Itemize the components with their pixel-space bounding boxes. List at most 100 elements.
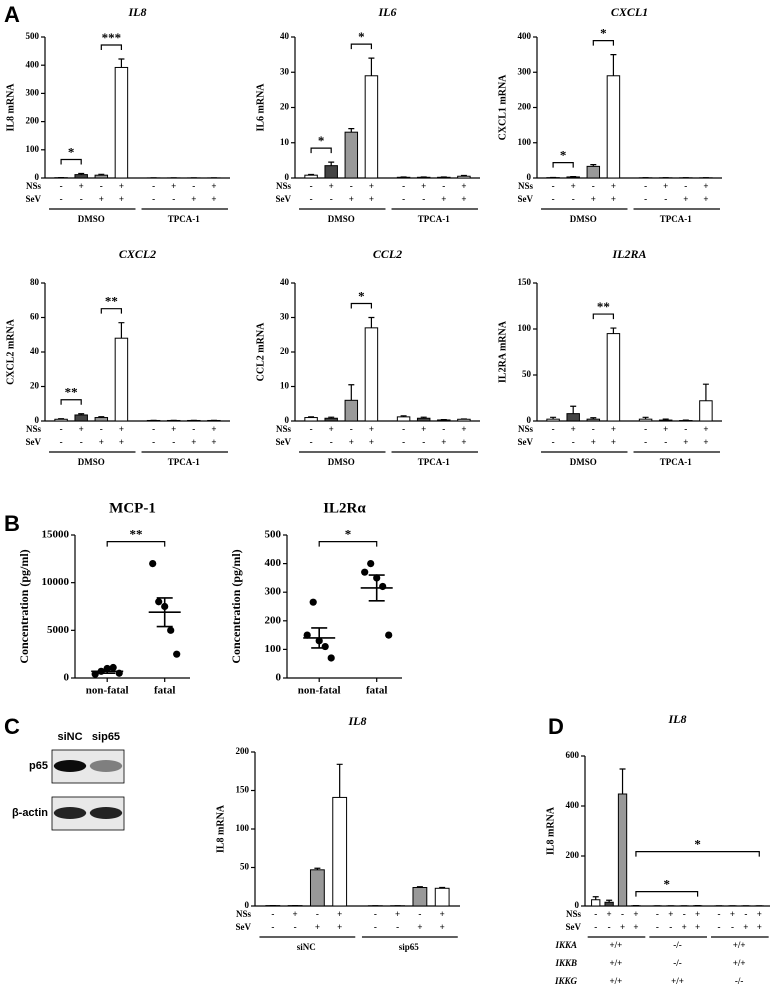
- condition-sign: -: [152, 181, 155, 191]
- condition-sign: -: [316, 909, 319, 919]
- condition-sign: -: [60, 437, 63, 447]
- condition-sign: +: [743, 922, 748, 932]
- condition-sign: +: [591, 194, 596, 204]
- protein-label: β-actin: [12, 807, 48, 819]
- significance-bracket: [60, 399, 82, 405]
- y-tick-label: 0: [575, 900, 580, 910]
- error-bar: [590, 417, 597, 420]
- condition-sign: +: [695, 909, 700, 919]
- condition-sign: +: [421, 181, 426, 191]
- protein-label: p65: [29, 760, 48, 772]
- chart-title: CXCL1: [611, 5, 648, 19]
- condition-sign: +: [99, 194, 104, 204]
- condition-sign: -: [684, 181, 687, 191]
- group-label: TPCA-1: [418, 457, 450, 467]
- significance-label: **: [597, 299, 610, 314]
- group-label: DMSO: [328, 214, 355, 224]
- y-tick-label: 400: [265, 557, 282, 569]
- condition-sign: +: [369, 181, 374, 191]
- condition-sign: +: [730, 909, 735, 919]
- condition-sign: -: [594, 909, 597, 919]
- condition-sign: +: [703, 424, 708, 434]
- significance-label: *: [68, 144, 75, 159]
- panel-letter: C: [4, 714, 20, 739]
- data-point: [327, 654, 335, 662]
- y-tick-label: 300: [26, 87, 40, 97]
- condition-sign: -: [60, 194, 63, 204]
- group-label: DMSO: [570, 457, 597, 467]
- bar: [412, 887, 428, 907]
- bar: [324, 165, 338, 179]
- condition-sign: -: [402, 437, 405, 447]
- y-tick-label: 300: [518, 66, 532, 76]
- y-tick-label: 50: [240, 862, 250, 872]
- error-bar: [314, 867, 321, 870]
- chart-title: MCP-1: [109, 500, 156, 516]
- error-bar: [336, 763, 343, 798]
- bar: [604, 901, 614, 907]
- significance-bracket: [552, 161, 574, 168]
- y-tick-label: 40: [30, 346, 40, 356]
- condition-sign: -: [310, 437, 313, 447]
- data-point: [385, 631, 393, 639]
- chart-title: CCL2: [373, 247, 402, 261]
- y-tick-label: 300: [265, 586, 282, 598]
- condition-sign: +: [441, 437, 446, 447]
- bar: [114, 66, 129, 179]
- group-label: DMSO: [570, 214, 597, 224]
- condition-sign: -: [402, 424, 405, 434]
- y-tick-label: 200: [265, 614, 282, 626]
- condition-sign: +: [337, 922, 342, 932]
- data-point: [167, 626, 175, 634]
- condition-sign: -: [718, 922, 721, 932]
- bar: [591, 899, 601, 907]
- condition-sign: +: [440, 922, 445, 932]
- condition-sign: +: [683, 437, 688, 447]
- condition-sign: -: [683, 909, 686, 919]
- condition-label: NSs: [566, 909, 582, 919]
- chart-title: IL8: [668, 712, 687, 726]
- condition-sign: -: [402, 181, 405, 191]
- lane-label: siNC: [57, 731, 82, 743]
- data-point: [149, 560, 157, 568]
- y-tick-label: 200: [566, 850, 580, 860]
- y-tick-label: 10: [280, 381, 290, 391]
- condition-sign: +: [703, 194, 708, 204]
- x-tick-label: non-fatal: [298, 685, 341, 697]
- y-tick-label: 200: [236, 746, 250, 756]
- condition-sign: -: [656, 909, 659, 919]
- chart-title: IL8: [128, 5, 147, 19]
- condition-sign: -: [592, 424, 595, 434]
- condition-sign: +: [682, 922, 687, 932]
- y-tick-label: 5000: [47, 624, 70, 636]
- bar: [74, 414, 88, 422]
- data-point: [367, 560, 375, 568]
- data-point: [309, 598, 317, 606]
- condition-label: SeV: [518, 194, 534, 204]
- error-bar: [592, 896, 599, 900]
- condition-sign: +: [119, 437, 124, 447]
- condition-label: NSs: [518, 181, 534, 191]
- y-axis-label: IL8 mRNA: [5, 83, 16, 132]
- condition-label: NSs: [276, 181, 292, 191]
- y-tick-label: 0: [245, 900, 250, 910]
- y-tick-label: 100: [265, 643, 282, 655]
- condition-sign: +: [461, 181, 466, 191]
- y-tick-label: 100: [236, 823, 250, 833]
- error-bar: [570, 405, 577, 414]
- y-tick-label: 15000: [42, 529, 70, 541]
- data-point: [91, 670, 99, 678]
- y-tick-label: 40: [280, 277, 290, 287]
- condition-sign: +: [191, 437, 196, 447]
- condition-sign: +: [440, 909, 445, 919]
- x-tick-label: non-fatal: [86, 685, 129, 697]
- condition-sign: -: [100, 181, 103, 191]
- group-label: siNC: [297, 942, 316, 952]
- condition-sign: +: [395, 909, 400, 919]
- condition-sign: -: [644, 437, 647, 447]
- error-bar: [78, 413, 85, 415]
- condition-sign: +: [461, 424, 466, 434]
- group-label: DMSO: [78, 457, 105, 467]
- genotype-name: IKKG: [554, 976, 578, 986]
